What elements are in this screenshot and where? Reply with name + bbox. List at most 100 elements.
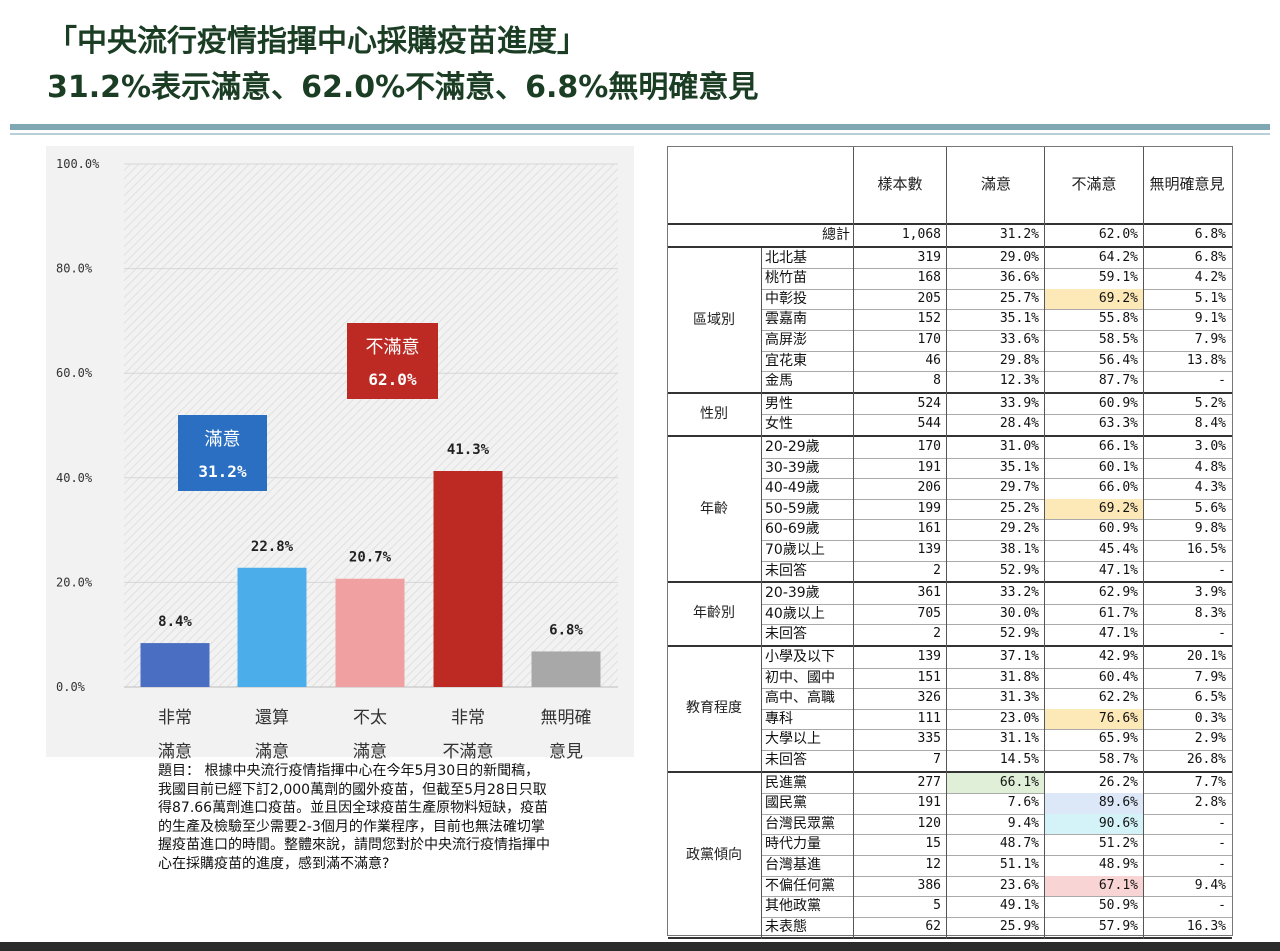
table-cell: 55.8% xyxy=(1098,311,1138,327)
x-category-label: 不太 滿意 xyxy=(353,708,387,762)
table-rule xyxy=(1044,147,1045,940)
table-cell: 168 xyxy=(917,270,941,286)
table-cell: 151 xyxy=(917,669,941,685)
table-cell: 25.2% xyxy=(999,500,1039,516)
table-cell: 120 xyxy=(917,815,941,831)
table-row-label: 未回答 xyxy=(765,752,807,768)
title-rule xyxy=(10,124,1270,130)
table-cell: 8.3% xyxy=(1194,605,1226,621)
table-cell: 48.7% xyxy=(999,836,1039,852)
bar-chart-panel: 0.0% 20.0% 40.0% 60.0% 80.0% 100.0% 8.4% 22.8%… xyxy=(46,146,634,762)
table-cell: 161 xyxy=(917,521,941,537)
table-cell: 51.2% xyxy=(1098,836,1138,852)
table-cell: 170 xyxy=(917,439,941,454)
table-cell: 206 xyxy=(917,480,941,496)
x-category-label: 還算 滿意 xyxy=(255,708,289,762)
table-row-label: 初中、國中 xyxy=(765,669,835,686)
table-cell: 4.2% xyxy=(1194,270,1226,286)
table-cell: 23.0% xyxy=(999,710,1039,726)
table-cell: 6.8% xyxy=(1194,227,1226,242)
bar-value-label: 41.3% xyxy=(447,442,490,458)
table-rule xyxy=(762,330,1232,331)
table-cell: 7.7% xyxy=(1194,774,1226,790)
table-cell: 199 xyxy=(917,500,941,516)
table-cell: 6.8% xyxy=(1194,249,1226,265)
table-cell: 12 xyxy=(925,857,941,872)
crosstab-table: 樣本數 滿意 不滿意 無明確意見 總計 1,068 31.2% 62.0% 6.8% 北北基 319… xyxy=(667,146,1233,940)
y-tick-label: 80.0% xyxy=(56,262,93,276)
table-rule xyxy=(762,457,1232,459)
title-line-2: 31.2%表示滿意、62.0%不滿意、6.8%無明確意見 xyxy=(47,70,759,105)
table-cell: 66.1% xyxy=(1098,439,1138,454)
table-cell: 30.0% xyxy=(999,605,1039,621)
table-cell: 1,068 xyxy=(901,227,941,242)
table-rule xyxy=(668,245,1232,248)
y-tick-label: 40.0% xyxy=(56,471,93,485)
table-cell: 0.3% xyxy=(1194,710,1226,726)
table-cell: 386 xyxy=(917,877,941,893)
table-cell: 191 xyxy=(917,459,941,475)
table-cell: 42.9% xyxy=(1098,649,1138,664)
table-rule xyxy=(762,793,1232,795)
callout-box xyxy=(178,415,267,491)
table-cell: 6.5% xyxy=(1194,690,1226,706)
table-cell: 524 xyxy=(917,395,941,411)
table-rule xyxy=(762,288,1232,290)
callout-label: 不滿意 xyxy=(366,337,420,358)
table-cell: 139 xyxy=(917,649,941,664)
table-cell: 205 xyxy=(917,290,941,306)
table-cell: 31.0% xyxy=(999,439,1039,454)
table-rule xyxy=(762,813,1232,815)
table-cell: - xyxy=(1218,815,1226,831)
table-rule xyxy=(668,391,1232,394)
bar xyxy=(433,471,503,687)
table-cell: 23.6% xyxy=(999,877,1039,893)
table-cell: 3.9% xyxy=(1194,585,1226,601)
table-cell: 9.1% xyxy=(1194,311,1226,327)
bar-value-label: 20.7% xyxy=(349,550,392,566)
table-cell: 3.0% xyxy=(1194,439,1226,454)
table-rule xyxy=(762,498,1232,500)
table-cell: 63.3% xyxy=(1098,416,1138,432)
table-cell: 45.4% xyxy=(1098,542,1138,557)
callout-value: 62.0% xyxy=(368,370,417,389)
table-group-label: 年齡 xyxy=(700,501,728,517)
table-cell: 139 xyxy=(917,542,941,557)
table-row-label: 雲嘉南 xyxy=(765,311,807,328)
table-cell: 5.6% xyxy=(1194,500,1226,516)
x-category-label: 非常 滿意 xyxy=(158,708,192,762)
table-cell: 33.9% xyxy=(999,395,1039,411)
table-cell: 37.1% xyxy=(999,649,1039,664)
table-cell: 277 xyxy=(917,774,941,790)
table-cell: 29.0% xyxy=(999,249,1039,265)
table-row-label: 台灣基進 xyxy=(765,857,821,873)
callout-value: 31.2% xyxy=(198,462,247,481)
table-row-label: 民進黨 xyxy=(765,774,807,791)
table-cell: 319 xyxy=(917,249,941,265)
table-cell: 69.2% xyxy=(1045,288,1144,310)
table-cell: 9.8% xyxy=(1194,521,1226,537)
table-cell: 31.2% xyxy=(999,227,1039,242)
table-rule xyxy=(762,371,1232,373)
table-cell: 62.2% xyxy=(1098,690,1138,706)
table-rule xyxy=(762,603,1232,605)
table-cell: 35.1% xyxy=(999,311,1039,327)
table-rule xyxy=(762,560,1232,562)
table-cell: 7.6% xyxy=(1007,795,1039,811)
table-cell: 2.8% xyxy=(1194,795,1226,811)
table-rule xyxy=(668,223,1232,225)
table-cell: 16.3% xyxy=(1186,918,1226,934)
table-cell: 57.9% xyxy=(1098,918,1138,934)
table-cell: 60.1% xyxy=(1098,459,1138,475)
survey-question: 題目： 根據中央流行疫情指揮中心在今年5月30日的新聞稿， 我國目前已經下訂2,0… xyxy=(158,762,628,873)
table-group-label: 教育程度 xyxy=(686,700,742,716)
bar-value-label: 6.8% xyxy=(549,622,583,638)
table-cell: 4.8% xyxy=(1194,459,1226,475)
table-row-label: 宜花東 xyxy=(765,352,807,369)
table-row-label: 60-69歲 xyxy=(765,521,820,538)
bar xyxy=(335,578,405,687)
table-cell: 31.8% xyxy=(999,669,1039,685)
table-rule xyxy=(762,916,1232,918)
table-cell: 33.6% xyxy=(999,332,1039,347)
y-tick-label: 20.0% xyxy=(56,575,93,589)
